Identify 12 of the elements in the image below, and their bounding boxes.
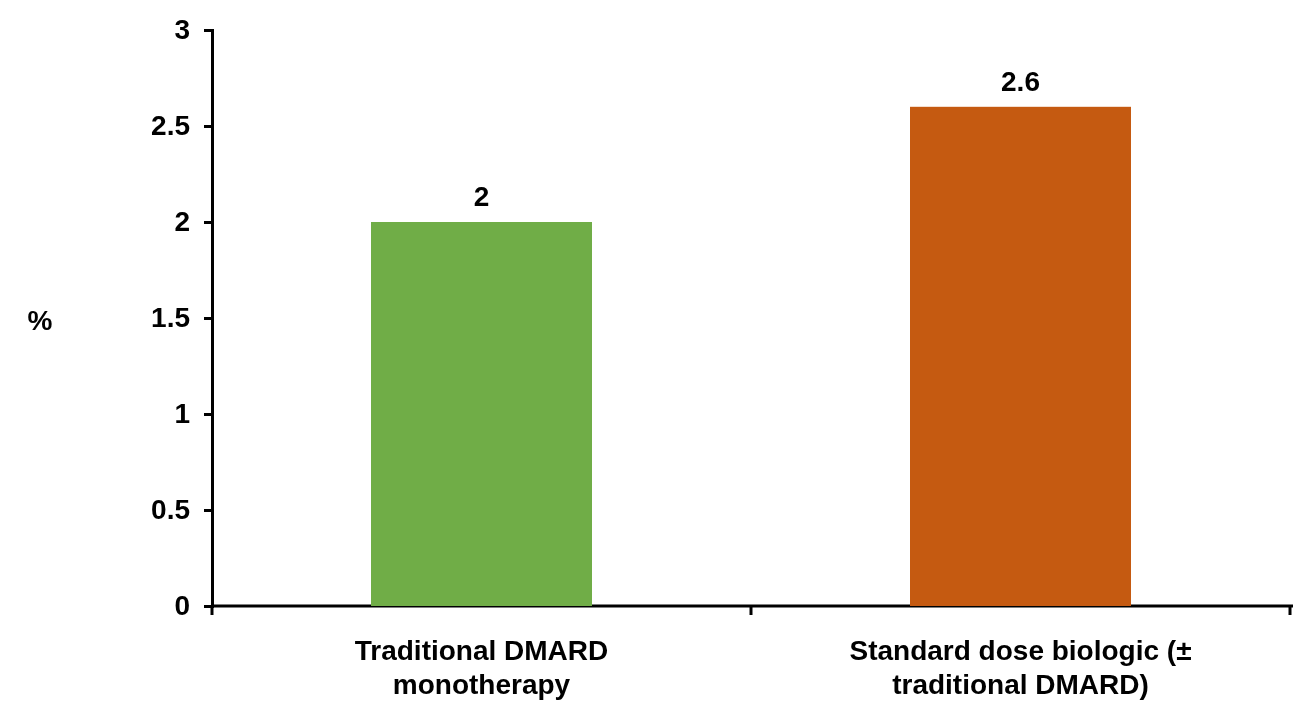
y-axis-title: %: [27, 305, 53, 336]
y-tick-label: 1.5: [151, 302, 190, 334]
y-tick-label: 0: [174, 590, 190, 622]
x-tick-label: Standard dose biologic (± traditional DMARD): [849, 635, 1192, 700]
y-tick-label: 1: [174, 398, 190, 430]
y-tick-label: 3: [174, 14, 190, 46]
y-tick-label: 2: [174, 206, 190, 238]
y-tick-label: 0.5: [151, 494, 190, 526]
data-label: 2: [473, 181, 490, 212]
y-tick-label: 2.5: [151, 110, 190, 142]
data-label: 2.6: [1001, 65, 1040, 97]
x-tick-label: Traditional DMARD monotherapy: [354, 635, 609, 700]
